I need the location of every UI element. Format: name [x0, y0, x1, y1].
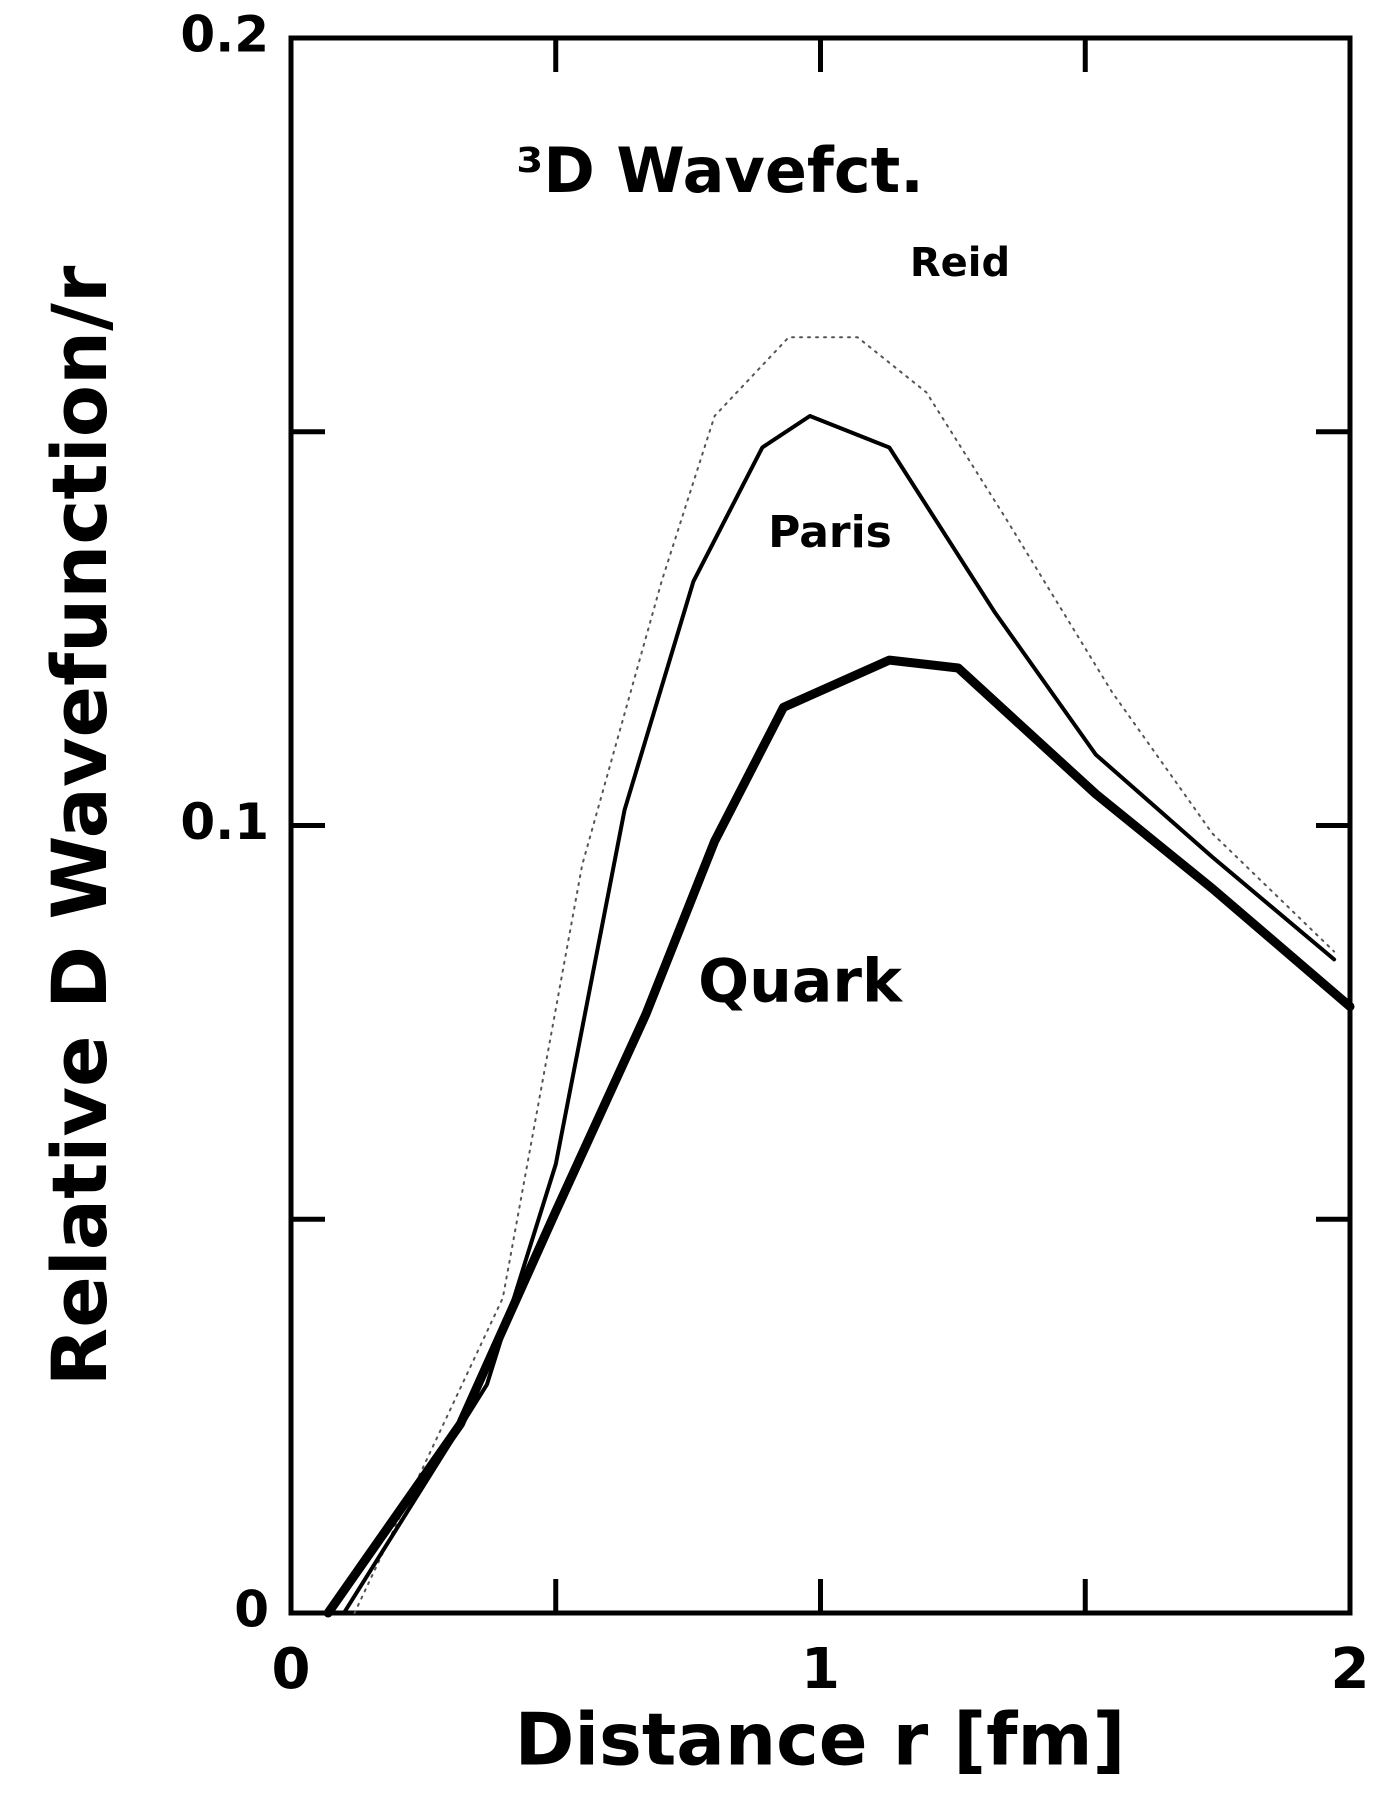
- series-line: [341, 414, 1337, 1615]
- series-line: [323, 655, 1355, 1618]
- x-tick-label: 1: [801, 1637, 840, 1702]
- y-tick-label: 0: [234, 1581, 269, 1639]
- plot-frame: [288, 35, 1353, 1616]
- x-axis-label: Distance r [fm]: [515, 1698, 1126, 1782]
- chart-title: ³D Wavefct.: [516, 134, 924, 207]
- y-tick-label: 0.1: [180, 793, 269, 851]
- series-line: [353, 336, 1336, 1614]
- x-tick-label: 0: [272, 1637, 311, 1702]
- series-label: Paris: [768, 507, 892, 558]
- series-label: Quark: [698, 947, 904, 1017]
- x-tick-label: 2: [1331, 1637, 1370, 1702]
- series-label: Reid: [910, 240, 1010, 286]
- y-axis-label: Relative D Wavefunction/r: [35, 265, 124, 1386]
- y-tick-label: 0.2: [180, 6, 269, 64]
